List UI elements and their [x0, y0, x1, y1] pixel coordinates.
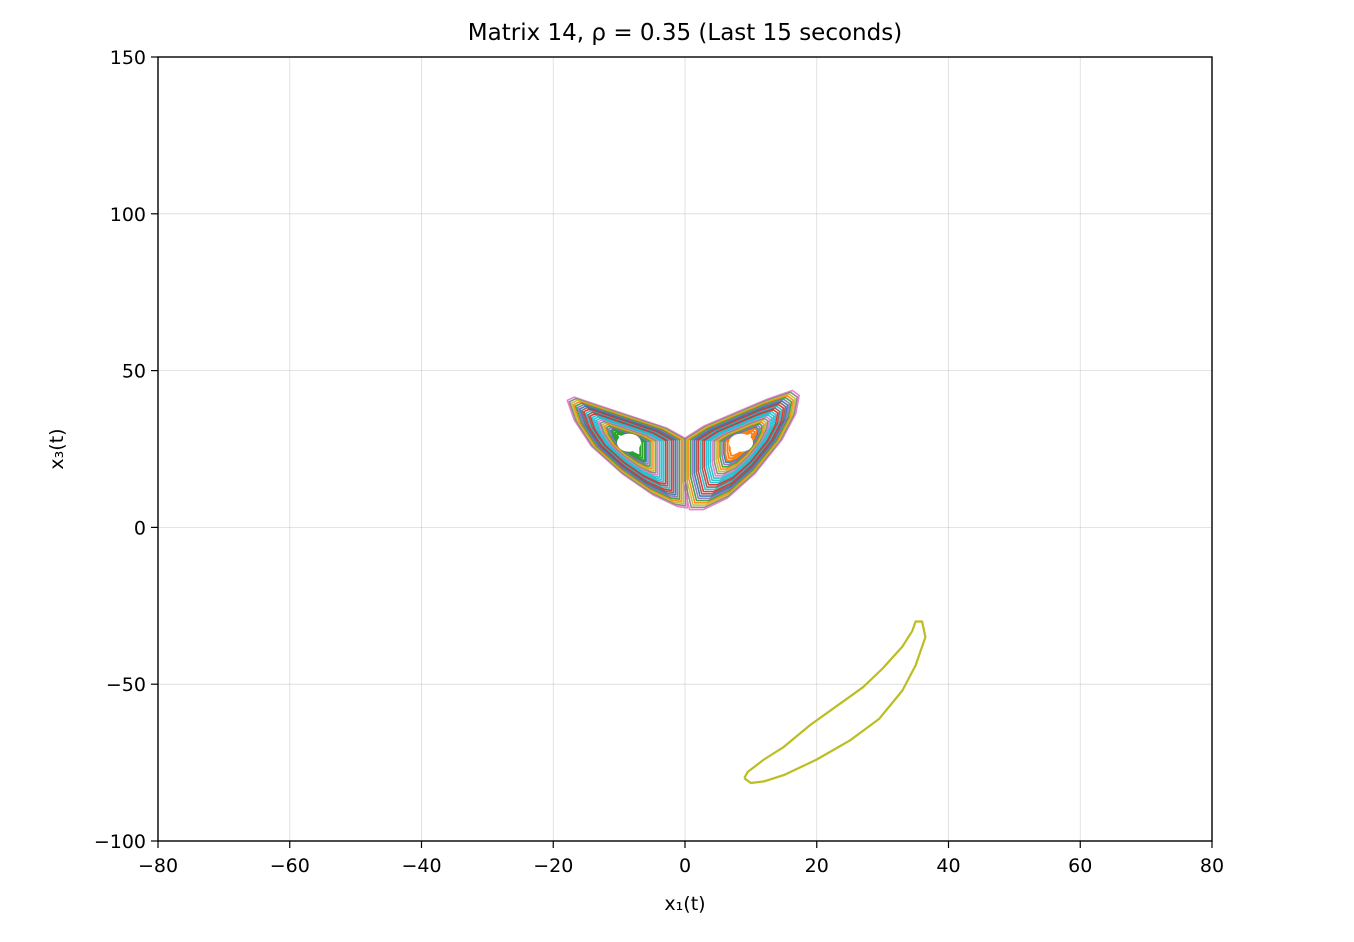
attractor-trajectory	[591, 414, 665, 483]
attractor-trajectory	[689, 396, 793, 502]
y-tick-label: −50	[106, 674, 146, 696]
attractor-eye	[728, 433, 753, 452]
attractor-trajectory	[687, 395, 795, 504]
attractor-trajectory	[711, 416, 771, 477]
attractor-trajectory	[683, 391, 799, 509]
attractor-trajectory	[568, 397, 687, 507]
attractor-trajectory	[572, 400, 683, 503]
attractor-trajectory	[570, 399, 685, 505]
attractor-trajectory	[701, 407, 781, 488]
attractor-trajectory	[599, 420, 657, 474]
axis-ticks: −80 −60 −40 −20 0 20 40 60 80 −100 −50 0 50 100 150	[94, 47, 1224, 877]
x-tick-label: 80	[1200, 855, 1224, 877]
chart-title: Matrix 14, ρ = 0.35 (Last 15 seconds)	[468, 20, 902, 46]
x-tick-label: −20	[533, 855, 573, 877]
attractor-trajectory	[705, 410, 777, 484]
x-tick-label: 0	[679, 855, 691, 877]
attractor-trajectory	[576, 404, 679, 498]
attractor-trajectory	[585, 410, 671, 489]
attractor-trajectory	[579, 405, 677, 496]
attractor-trajectory	[581, 407, 675, 494]
attractor-trajectory	[715, 419, 767, 473]
attractor-trajectory	[608, 427, 649, 465]
y-tick-label: 150	[110, 47, 146, 69]
attractor-trajectory	[709, 414, 773, 479]
x-tick-label: 60	[1068, 855, 1092, 877]
attractor-trajectory	[707, 412, 775, 482]
x-axis-label: x₁(t)	[664, 893, 705, 915]
attractor-trajectory	[703, 409, 779, 486]
attractor-trajectory	[682, 389, 800, 511]
attractor-trajectory	[721, 424, 761, 466]
attractor-trajectory	[587, 411, 669, 487]
plot-area	[566, 389, 927, 785]
attractor-trajectory	[713, 417, 769, 475]
x-tick-label: 20	[805, 855, 829, 877]
y-axis-label: x₃(t)	[46, 428, 68, 469]
attractor-trajectory	[597, 419, 659, 476]
x-tick-label: −80	[138, 855, 178, 877]
x-tick-label: −40	[401, 855, 441, 877]
x-tick-label: −60	[270, 855, 310, 877]
attractor-trajectory	[606, 425, 651, 467]
y-tick-label: 0	[134, 517, 146, 539]
y-tick-label: 50	[122, 361, 146, 383]
attractor-trajectory	[719, 423, 763, 468]
attractor-trajectory	[593, 416, 663, 481]
attractor-trajectory	[566, 396, 688, 509]
y-tick-label: −100	[94, 831, 146, 853]
attractor-trajectory	[695, 402, 787, 495]
attractor-trajectory	[589, 413, 667, 485]
x-tick-label: 40	[936, 855, 960, 877]
attractor-trajectory	[574, 402, 681, 500]
attractor-trajectory	[583, 408, 673, 492]
attractor-eye	[617, 433, 642, 452]
attractor-trajectory	[699, 405, 783, 491]
attractor-trajectory	[691, 398, 791, 500]
attractor-trajectory	[685, 393, 797, 506]
attractor-trajectory	[693, 400, 789, 497]
attractor-trajectory	[717, 421, 765, 470]
limit-cycle-trajectory	[743, 620, 927, 785]
attractor-trajectory	[697, 403, 785, 493]
attractor-trajectory	[595, 417, 661, 478]
y-tick-label: 100	[110, 204, 146, 226]
attractor-trajectory	[603, 423, 653, 470]
